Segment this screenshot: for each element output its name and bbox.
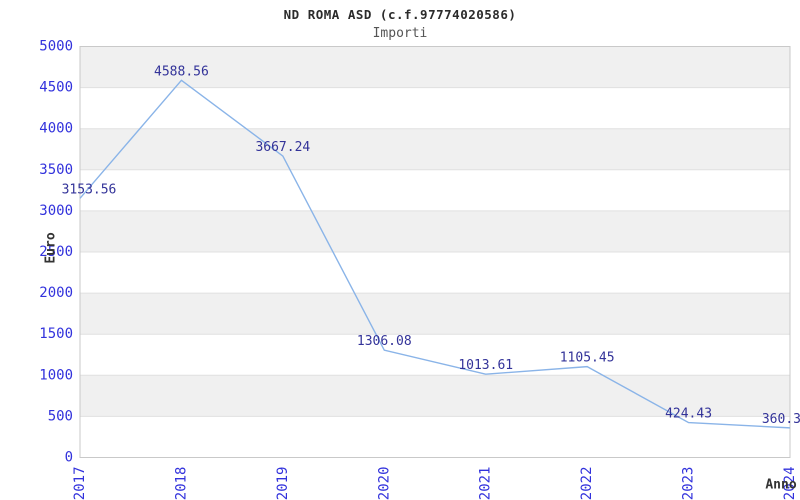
plot-band — [80, 210, 790, 252]
importi-data-line — [79, 79, 791, 429]
x-tick-label: 2020 — [376, 467, 392, 500]
x-tick-label: 2021 — [478, 467, 494, 500]
point-label: 4588.56 — [154, 64, 209, 79]
y-tick-label: 2500 — [39, 244, 73, 260]
x-tick-label: 2024 — [782, 467, 798, 500]
x-tick-label: 2019 — [275, 467, 291, 500]
x-axis-title: Anno — [765, 477, 797, 493]
y-tick-label: 2000 — [39, 285, 73, 301]
x-tick-label: 2017 — [72, 467, 88, 500]
plot-band — [80, 46, 790, 88]
x-tick-label: 2018 — [173, 467, 189, 500]
x-tick-label: 2022 — [579, 467, 595, 500]
point-label: 360.3 — [762, 412, 800, 427]
y-tick-label: 4000 — [39, 121, 73, 137]
y-tick-label: 4500 — [39, 80, 73, 96]
plot-border — [79, 46, 791, 458]
point-label: 3667.24 — [255, 140, 310, 155]
y-tick-label: 1000 — [39, 367, 73, 383]
plot-band — [80, 293, 790, 335]
point-label: 1105.45 — [560, 351, 615, 366]
chart-subtitle: Importi — [372, 26, 428, 41]
point-label: 424.43 — [665, 407, 712, 422]
y-axis-title: Euro — [43, 232, 59, 264]
y-tick-label: 3500 — [39, 162, 73, 178]
plot-band — [80, 128, 790, 170]
chart-title: ND ROMA ASD (c.f.97774020586) — [283, 7, 517, 22]
point-label: 3153.56 — [62, 182, 117, 197]
point-label: 1306.08 — [357, 334, 412, 349]
point-label: 1013.61 — [458, 358, 513, 373]
y-tick-label: 500 — [48, 408, 73, 424]
y-tick-label: 0 — [65, 450, 73, 466]
x-tick-label: 2023 — [681, 467, 697, 500]
y-tick-label: 1500 — [39, 326, 73, 342]
plot-band — [80, 375, 790, 417]
y-tick-label: 3000 — [39, 203, 73, 219]
y-tick-label: 5000 — [39, 39, 73, 55]
